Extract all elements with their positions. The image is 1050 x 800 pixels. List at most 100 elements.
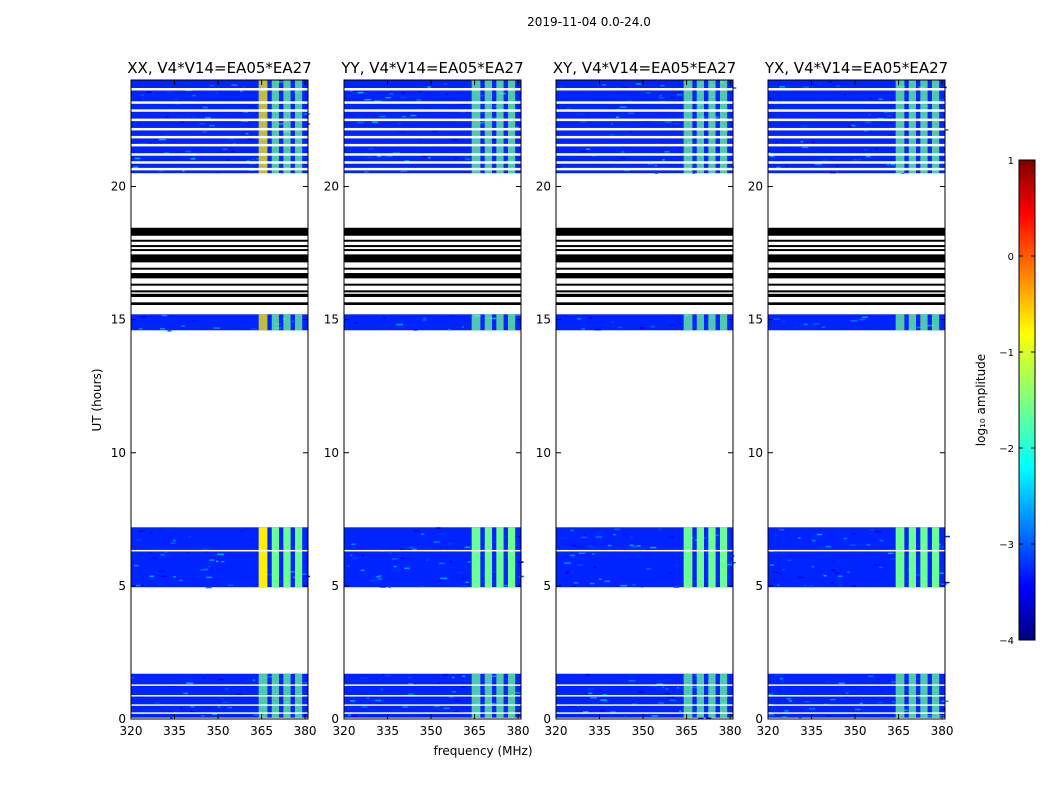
noise-speck xyxy=(147,552,154,554)
rfi-channel xyxy=(696,80,704,174)
noise-speck xyxy=(452,703,460,705)
noise-speck xyxy=(830,582,834,584)
noise-speck xyxy=(467,561,471,563)
noise-speck xyxy=(374,678,377,681)
noise-speck xyxy=(609,711,617,713)
flag-gap xyxy=(344,127,521,131)
noise-speck xyxy=(640,327,646,329)
noise-speck xyxy=(779,86,786,88)
noise-speck xyxy=(877,678,880,681)
noise-speck xyxy=(443,707,450,710)
noise-speck xyxy=(602,694,608,696)
flag-gap xyxy=(344,87,521,91)
noise-speck xyxy=(154,702,160,704)
noise-speck xyxy=(593,566,597,568)
noise-speck xyxy=(419,90,422,93)
noise-speck xyxy=(581,536,588,539)
noise-speck xyxy=(358,107,362,109)
noise-speck xyxy=(862,316,868,318)
noise-speck xyxy=(830,698,836,701)
flag-gap xyxy=(556,87,733,91)
noise-speck xyxy=(583,711,589,713)
noise-speck xyxy=(838,682,845,685)
data-block xyxy=(344,80,521,174)
noise-speck xyxy=(412,548,417,551)
noise-speck xyxy=(860,702,863,705)
noise-speck xyxy=(287,570,295,573)
x-tick-label: 380 xyxy=(931,724,954,738)
noise-speck xyxy=(587,546,594,548)
noise-speck xyxy=(800,688,804,691)
noise-speck xyxy=(676,93,682,96)
noise-speck xyxy=(437,681,440,684)
noise-speck xyxy=(250,539,255,541)
y-tick-label: 10 xyxy=(748,446,763,460)
noise-speck xyxy=(191,94,196,97)
noise-speck xyxy=(289,568,293,571)
flagged-band xyxy=(131,293,308,297)
noise-speck xyxy=(367,156,373,158)
noise-speck xyxy=(621,533,628,535)
noise-speck xyxy=(465,158,471,160)
noise-speck xyxy=(936,105,942,107)
noise-speck xyxy=(277,81,283,83)
noise-speck xyxy=(811,141,815,143)
tick-layer: 320 335 350 365 380 0 5 10 15 20 xyxy=(324,80,530,738)
noise-speck xyxy=(151,579,159,582)
noise-speck xyxy=(592,120,598,123)
noise-speck xyxy=(266,573,273,576)
rfi-channel xyxy=(258,80,268,174)
rfi-channel xyxy=(895,80,905,174)
noise-speck xyxy=(565,571,570,574)
noise-speck xyxy=(152,556,155,559)
noise-speck xyxy=(848,126,853,128)
noise-speck xyxy=(611,322,615,324)
noise-speck xyxy=(243,86,247,88)
noise-speck xyxy=(461,686,466,689)
noise-speck xyxy=(231,138,234,141)
noise-speck xyxy=(235,693,243,696)
noise-speck xyxy=(585,674,590,676)
noise-speck xyxy=(433,541,440,543)
noise-speck xyxy=(679,710,682,712)
x-tick-label: 320 xyxy=(333,724,356,738)
noise-speck xyxy=(167,330,172,332)
noise-speck xyxy=(144,537,151,540)
noise-speck xyxy=(808,707,816,710)
flagged-band xyxy=(556,254,733,263)
noise-speck xyxy=(133,564,139,567)
noise-speck xyxy=(190,158,196,160)
noise-speck xyxy=(393,565,397,568)
noise-speck xyxy=(301,573,307,575)
noise-speck xyxy=(379,586,387,588)
data-block xyxy=(344,527,521,588)
noise-speck xyxy=(408,693,414,696)
rfi-channel xyxy=(683,527,693,588)
flag-gap xyxy=(768,127,945,131)
flagged-band xyxy=(131,254,308,263)
noise-speck xyxy=(204,116,211,119)
rfi-channel xyxy=(294,80,303,174)
noise-speck xyxy=(571,556,574,559)
noise-speck xyxy=(383,674,391,677)
rfi-channel xyxy=(908,314,916,331)
y-tick-label: 0 xyxy=(543,712,551,726)
flagged-band xyxy=(556,293,733,297)
x-tick-label: 335 xyxy=(376,724,399,738)
noise-speck xyxy=(835,572,840,574)
noise-speck xyxy=(489,317,497,320)
noise-speck xyxy=(163,152,170,154)
noise-speck xyxy=(368,148,375,150)
colorbar-tick-label: −3 xyxy=(999,540,1014,551)
noise-speck xyxy=(888,552,894,555)
noise-speck xyxy=(852,532,857,535)
noise-speck xyxy=(133,166,139,168)
flagged-band xyxy=(556,227,733,236)
noise-speck xyxy=(811,565,815,568)
noise-speck xyxy=(217,706,221,708)
noise-speck xyxy=(667,572,674,575)
noise-speck xyxy=(609,322,615,325)
noise-speck xyxy=(158,170,164,172)
noise-speck xyxy=(693,710,698,713)
x-tick-label: 335 xyxy=(588,724,611,738)
